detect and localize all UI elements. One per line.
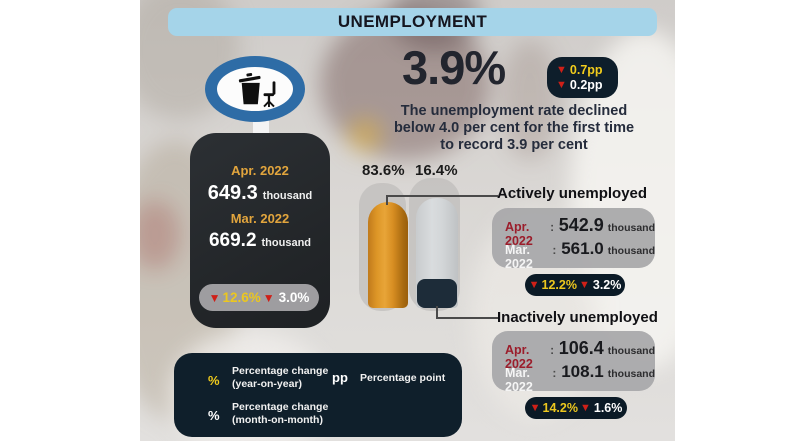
- inactive-apr-label: Apr. 2022: [505, 343, 533, 371]
- connector-line: [436, 306, 438, 319]
- inactive-share-label: 16.4%: [415, 162, 458, 179]
- rate-description-line: below 4.0 per cent for the first time: [393, 119, 635, 136]
- down-triangle-icon: ▼: [262, 290, 275, 305]
- inactive-mar-unit: thousand: [607, 368, 655, 380]
- total-apr-value: 649.3: [207, 182, 258, 204]
- rate-mom-pp: 0.2pp: [569, 78, 603, 92]
- active-mar-value: 561.0: [561, 239, 604, 258]
- active-mom-change: 3.2%: [592, 278, 622, 292]
- pp-legend-text: Percentage point: [360, 372, 446, 384]
- mom-percent-icon: %: [208, 408, 220, 423]
- stat-row: Apr. 2022 : 106.4 thousand: [505, 338, 655, 371]
- active-mar-unit: thousand: [607, 245, 655, 257]
- rate-change-pill: ▼ 0.7pp ▼ 0.2pp: [547, 57, 618, 98]
- icon-badge: [205, 56, 305, 122]
- total-apr-unit: thousand: [262, 190, 313, 202]
- inactive-heading: Inactively unemployed: [497, 309, 658, 326]
- inactive-unemployed-bar: [417, 279, 457, 308]
- connector-line: [386, 196, 388, 205]
- total-change-pill: ▼ 12.6% ▼ 3.0%: [199, 284, 319, 311]
- total-apr-label: Apr. 2022: [231, 163, 289, 178]
- down-triangle-icon: ▼: [556, 78, 567, 91]
- active-apr-unit: thousand: [607, 222, 655, 234]
- inactive-yoy-change: 14.2%: [542, 401, 578, 415]
- active-mar-label: Mar. 2022: [505, 243, 533, 271]
- yoy-percent-icon: %: [208, 373, 220, 388]
- mom-legend-text: Percentage change (month-on-month): [232, 401, 329, 427]
- active-apr-value: 542.9: [558, 215, 604, 235]
- down-triangle-icon: ▼: [528, 278, 540, 291]
- total-mar-label: Mar. 2022: [230, 211, 290, 226]
- down-triangle-icon: ▼: [579, 401, 591, 414]
- active-change-pill: ▼ 12.2% ▼ 3.2%: [525, 274, 625, 296]
- inactive-apr-value: 106.4: [558, 338, 604, 358]
- active-apr-label: Apr. 2022: [505, 220, 533, 248]
- pp-symbol: pp: [332, 370, 348, 385]
- total-unemployed-panel: Apr. 2022 649.3 thousand Mar. 2022 669.2…: [190, 133, 330, 328]
- connector-line: [436, 317, 498, 319]
- down-triangle-icon: ▼: [556, 63, 567, 76]
- rate-description: The unemployment rate declined below 4.0…: [392, 103, 636, 153]
- job-loss-icon: [238, 73, 276, 108]
- rate-description-line: The unemployment rate declined: [400, 103, 628, 119]
- yoy-legend-text: Percentage change (year-on-year): [232, 365, 329, 391]
- active-heading: Actively unemployed: [497, 185, 648, 202]
- inactive-change-pill: ▼ 14.2% ▼ 1.6%: [525, 397, 627, 419]
- down-triangle-icon: ▼: [529, 401, 541, 414]
- rate-description-line: to record 3.9 per cent: [440, 136, 588, 153]
- inactive-mar-label: Mar. 2022: [505, 366, 533, 394]
- down-triangle-icon: ▼: [208, 290, 221, 305]
- active-share-label: 83.6%: [362, 162, 405, 179]
- stat-row: Mar. 2022 : 108.1 thousand: [505, 362, 655, 394]
- page-title: UNEMPLOYMENT: [337, 12, 488, 31]
- total-yoy-change: 12.6%: [222, 290, 261, 305]
- title-bar: UNEMPLOYMENT: [168, 8, 657, 36]
- legend-box: % Percentage change (year-on-year) pp Pe…: [174, 353, 462, 437]
- inactive-stat-box: Apr. 2022 : 106.4 thousand Mar. 2022 : 1…: [492, 331, 655, 394]
- total-mar-unit: thousand: [261, 237, 312, 249]
- stat-row: Apr. 2022 : 542.9 thousand: [505, 215, 655, 248]
- total-mar-value: 669.2: [208, 230, 257, 251]
- inactive-mar-value: 108.1: [561, 362, 604, 381]
- inactive-mom-change: 1.6%: [593, 401, 623, 415]
- inactive-apr-unit: thousand: [607, 345, 655, 357]
- total-mom-change: 3.0%: [278, 290, 310, 305]
- active-stat-box: Apr. 2022 : 542.9 thousand Mar. 2022 : 5…: [492, 208, 655, 271]
- active-yoy-change: 12.2%: [541, 278, 577, 292]
- unemployment-rate: 3.9%: [402, 41, 506, 94]
- infographic-canvas: UNEMPLOYMENT Apr. 2022 649.3: [140, 0, 675, 441]
- rate-yoy-pp: 0.7pp: [569, 63, 603, 77]
- stat-row: Mar. 2022 : 561.0 thousand: [505, 239, 655, 271]
- down-triangle-icon: ▼: [578, 278, 590, 291]
- connector-line: [386, 195, 498, 197]
- active-unemployed-bar: [368, 202, 408, 308]
